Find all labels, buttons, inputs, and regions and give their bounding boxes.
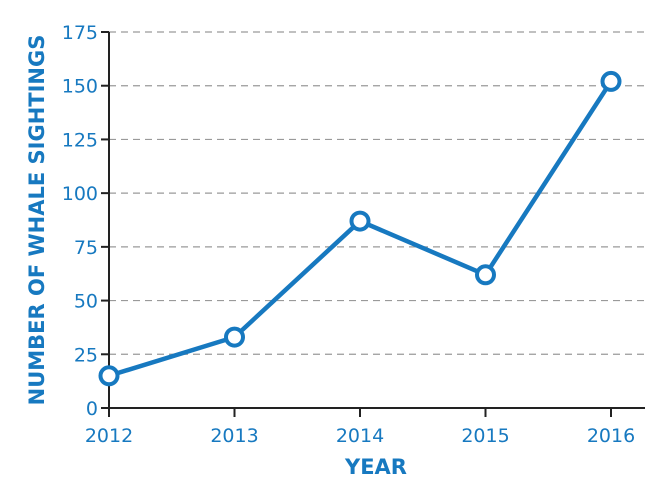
y-tick-label: 75 xyxy=(74,237,98,259)
y-tick-label: 125 xyxy=(62,129,98,151)
gridlines xyxy=(109,31,645,355)
x-tick-label: 2012 xyxy=(85,425,133,447)
y-tick-label: 100 xyxy=(62,183,98,205)
data-point-marker xyxy=(600,70,622,92)
x-tick-label: 2015 xyxy=(461,425,509,447)
y-axis-ticks: 0 25 50 75 100 125 150 175 xyxy=(62,22,109,420)
y-tick-label: 150 xyxy=(62,76,98,98)
x-tick-label: 2014 xyxy=(336,425,384,447)
x-tick-label: 2016 xyxy=(587,425,635,447)
data-point-marker xyxy=(98,365,120,387)
y-tick-label: 175 xyxy=(62,22,98,44)
data-point-marker xyxy=(224,326,245,348)
x-axis-title: YEAR xyxy=(344,455,407,479)
data-point-marker xyxy=(349,210,371,232)
y-axis-title: NUMBER OF WHALE SIGHTINGS xyxy=(25,35,49,406)
x-axis-ticks: 2012 2013 2014 2015 2016 xyxy=(85,408,635,447)
y-tick-label: 25 xyxy=(74,344,98,366)
series xyxy=(98,70,622,387)
y-tick-label: 0 xyxy=(86,398,98,420)
data-point-marker xyxy=(475,264,496,286)
axes xyxy=(108,32,645,409)
y-tick-label: 50 xyxy=(74,291,98,313)
x-tick-label: 2013 xyxy=(210,425,258,447)
